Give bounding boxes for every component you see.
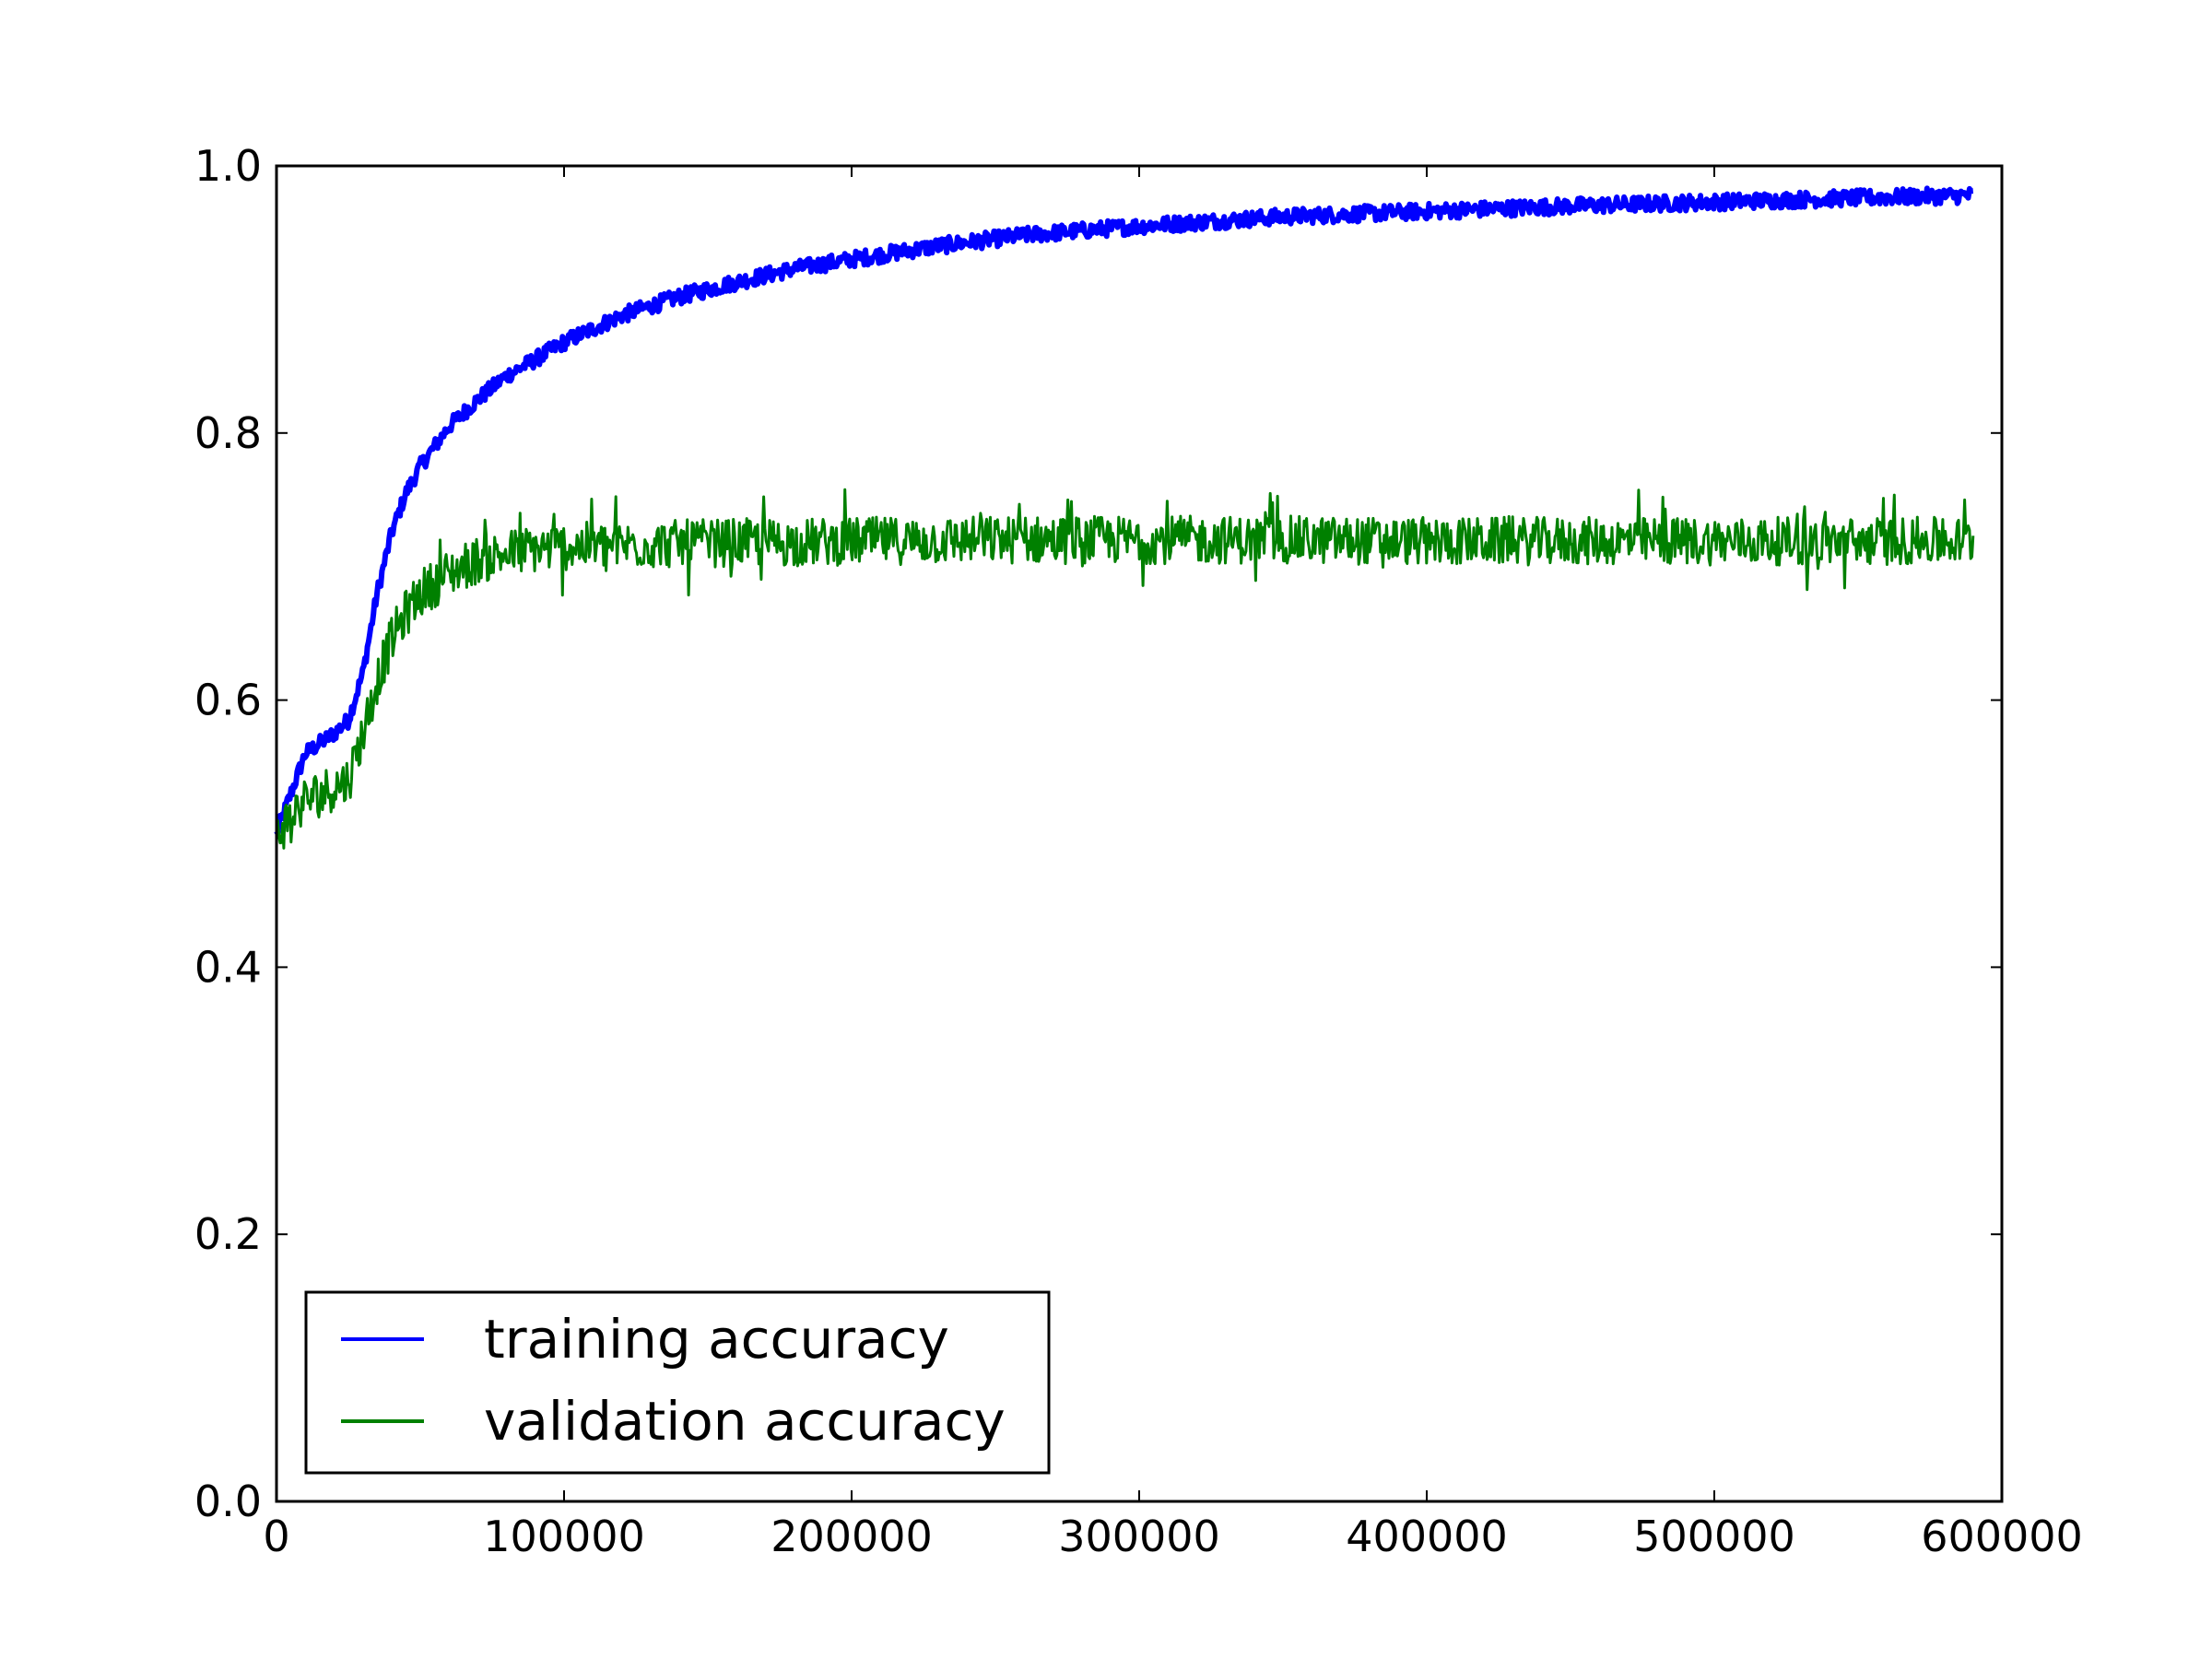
legend-label-training: training accuracy [484,1308,949,1371]
y-tick-label: 0.8 [194,408,262,458]
tick-layer: 0 100000 200000 300000 400000 500000 600000 0.0… [194,141,2083,1561]
y-tick-label: 1.0 [194,141,262,191]
legend: training accuracy validation accuracy [304,1290,1051,1475]
x-tick-label: 300000 [1058,1512,1220,1561]
x-tick-label: 100000 [483,1512,645,1561]
x-tick-label: 500000 [1633,1512,1795,1561]
y-tick-label: 0.4 [194,942,262,992]
x-tick-label: 600000 [1921,1512,2083,1561]
series-line-validation [275,488,1975,850]
legend-label-validation: validation accuracy [484,1390,1006,1453]
x-tick-label: 200000 [771,1512,933,1561]
x-tick-label: 0 [263,1512,289,1561]
y-tick-label: 0.0 [194,1477,262,1526]
series-line-training [274,185,1975,837]
legend-box [304,1290,1051,1475]
y-tick-label: 0.2 [194,1209,262,1259]
y-tick-label: 0.6 [194,676,262,725]
x-tick-label: 400000 [1346,1512,1508,1561]
plot-area [276,166,2002,1501]
series-layer [274,185,1975,850]
